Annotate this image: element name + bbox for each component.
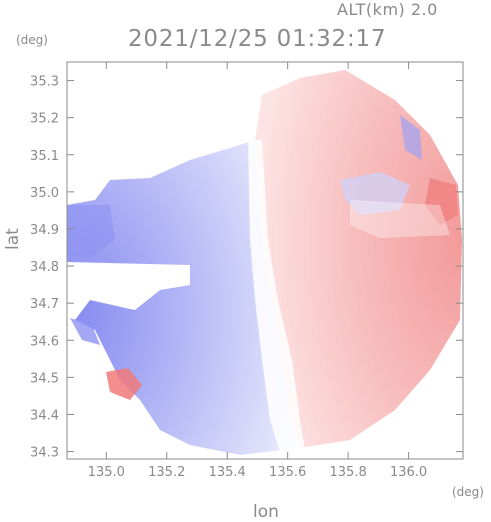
y-tick-label: 34.3	[30, 446, 59, 461]
echo-patch-red	[425, 178, 458, 225]
zero-velocity-band	[248, 140, 305, 452]
x-tick-label: 135.6	[269, 465, 306, 480]
echo-patch-red	[106, 368, 142, 400]
velocity-field	[67, 70, 462, 455]
x-axis-ticks: 135.0 135.2 135.4 135.6 135.8 136.0	[88, 62, 427, 480]
x-tick-label: 135.0	[88, 465, 125, 480]
y-tick-label: 34.4	[30, 408, 59, 423]
echo-patch-blue	[400, 115, 422, 160]
receding-region	[255, 70, 462, 448]
x-axis-title: lon	[253, 502, 279, 522]
y-tick-label: 35.1	[30, 149, 59, 164]
echo-patch-white	[350, 200, 450, 238]
y-tick-label: 34.8	[30, 260, 59, 275]
x-tick-label: 135.4	[209, 465, 246, 480]
echo-patch-blue	[70, 318, 100, 345]
x-tick-label: 136.0	[390, 465, 427, 480]
plot-frame	[66, 61, 464, 460]
y-tick-label: 34.5	[30, 371, 59, 386]
altitude-label: ALT(km) 2.0	[337, 0, 438, 19]
y-axis-unit: (deg)	[16, 33, 48, 47]
y-tick-label: 34.9	[30, 223, 59, 238]
y-tick-label: 35.3	[30, 75, 59, 90]
echo-patch-blue	[340, 172, 410, 215]
x-axis-unit: (deg)	[452, 485, 484, 499]
x-tick-label: 135.8	[330, 465, 367, 480]
echo-patch-blue	[67, 205, 115, 258]
y-tick-label: 35.2	[30, 112, 59, 127]
x-tick-label: 135.2	[148, 465, 185, 480]
timestamp-title: 2021/12/25 01:32:17	[128, 26, 387, 52]
y-tick-label: 34.7	[30, 297, 59, 312]
y-axis-ticks: 34.3 34.4 34.5 34.6 34.7 34.8 34.9 35.0 35.1 35.2…	[30, 75, 463, 461]
y-tick-label: 34.6	[30, 334, 59, 349]
y-tick-label: 35.0	[30, 186, 59, 201]
